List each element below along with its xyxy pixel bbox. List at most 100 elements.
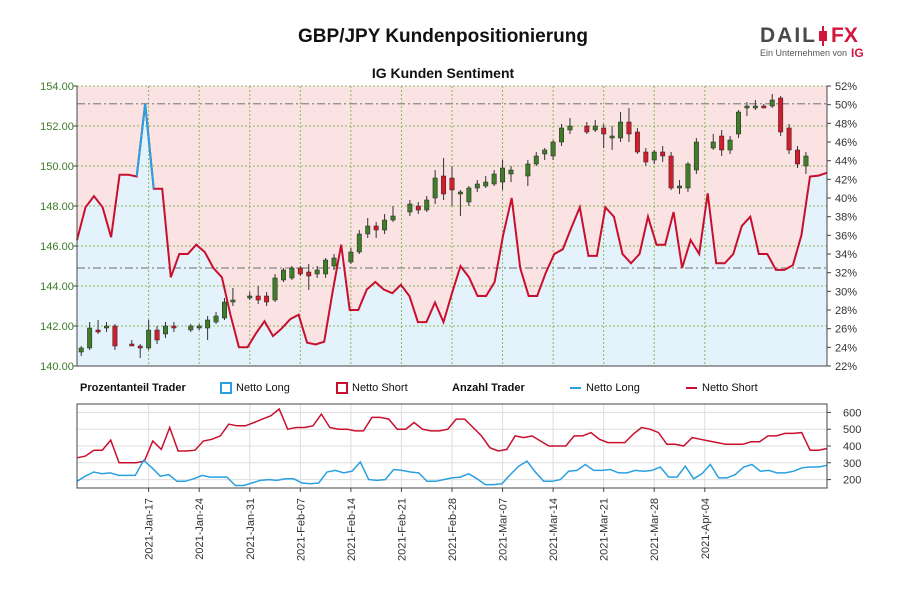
- candle-body: [331, 257, 337, 267]
- logo-candle-icon: [819, 26, 827, 46]
- candle-down: [449, 166, 455, 206]
- date-tick-label: 2021-Mar-07: [498, 498, 510, 561]
- candle-body: [87, 327, 93, 349]
- candle-body: [137, 345, 143, 349]
- candle-body: [78, 347, 84, 353]
- candle-body: [795, 149, 800, 165]
- date-tick-label: 2021-Feb-21: [396, 498, 408, 561]
- chart-subtitle: IG Kunden Sentiment: [372, 65, 515, 81]
- candle-up: [348, 248, 354, 264]
- sentiment-line-long: [135, 103, 155, 189]
- candle-body: [112, 325, 118, 347]
- candle-up: [710, 134, 716, 150]
- candle-up: [331, 254, 337, 270]
- date-tick-label: 2021-Mar-14: [548, 498, 560, 561]
- logo-text-fx: FX: [831, 24, 858, 47]
- candle-body: [95, 329, 101, 333]
- candle-body: [171, 325, 177, 329]
- pct-tick-label: 48%: [835, 118, 857, 130]
- candle-body: [533, 155, 539, 165]
- candle-body: [542, 149, 548, 155]
- candle-up: [474, 180, 480, 192]
- candle-up: [146, 320, 152, 350]
- candle-up: [618, 112, 623, 142]
- candle-body: [500, 167, 506, 183]
- candle-down: [441, 158, 447, 200]
- candle-body: [685, 163, 691, 189]
- candle-down: [778, 96, 784, 136]
- candle-down: [601, 124, 607, 148]
- candle-up: [365, 218, 371, 238]
- candle-body: [550, 141, 556, 157]
- candle-up: [592, 120, 598, 132]
- candle-down: [719, 130, 725, 156]
- candle-up: [205, 316, 211, 340]
- candle-body: [230, 299, 236, 303]
- candle-up: [424, 196, 430, 212]
- candle-body: [474, 183, 480, 189]
- candle-up: [230, 288, 236, 306]
- candle-body: [744, 105, 750, 109]
- count-tick-label: 400: [843, 441, 861, 453]
- candle-body: [719, 135, 725, 151]
- candle-up: [736, 110, 741, 138]
- candle-up: [104, 322, 109, 332]
- date-tick-label: 2021-Mar-21: [599, 498, 611, 561]
- legend-short-swatch: [336, 382, 348, 394]
- count-line-short: [76, 407, 828, 464]
- date-tick-label: 2021-Jan-24: [194, 498, 206, 560]
- count-tick-label: 500: [843, 424, 861, 436]
- count-tick-label: 300: [843, 458, 861, 470]
- candle-body: [660, 151, 666, 157]
- candle-body: [382, 219, 388, 231]
- candle-body: [154, 329, 160, 341]
- price-tick-label: 152.00: [40, 121, 74, 133]
- candle-up: [323, 258, 329, 278]
- candle-up: [559, 124, 565, 146]
- candle-body: [601, 127, 607, 135]
- candle-up: [78, 346, 84, 356]
- price-tick-label: 154.00: [40, 81, 74, 93]
- pct-tick-label: 44%: [835, 156, 857, 168]
- candle-body: [222, 301, 227, 319]
- candle-body: [491, 173, 497, 185]
- candle-body: [626, 121, 632, 135]
- candle-body: [466, 187, 472, 203]
- candle-up: [382, 214, 388, 234]
- candle-body: [693, 141, 699, 171]
- sentiment-line-short: [76, 103, 828, 349]
- candle-body: [264, 295, 270, 303]
- pct-tick-label: 42%: [835, 174, 857, 186]
- candle-up: [163, 322, 168, 338]
- date-tick-label: 2021-Jan-17: [144, 498, 156, 560]
- candle-up: [744, 102, 750, 116]
- legend: Prozentanteil Trader Netto Long Netto Sh…: [80, 382, 758, 394]
- candle-down: [129, 340, 135, 347]
- pct-tick-label: 52%: [835, 81, 857, 93]
- legend-short-label-2: Netto Short: [702, 382, 758, 394]
- candle-body: [736, 111, 741, 135]
- candle-body: [348, 251, 354, 263]
- candle-body: [163, 325, 168, 335]
- count-tick-label: 200: [843, 475, 861, 487]
- candle-body: [778, 97, 784, 133]
- candle-up: [281, 268, 286, 282]
- candle-body: [592, 125, 598, 131]
- candle-body: [104, 325, 109, 329]
- date-tick-label: 2021-Mar-28: [649, 498, 661, 561]
- candle-up: [609, 126, 615, 150]
- candle-up: [727, 136, 733, 154]
- chart-title: GBP/JPY Kundenpositionierung: [298, 26, 588, 47]
- pct-tick-label: 26%: [835, 324, 857, 336]
- candle-up: [769, 94, 775, 108]
- candle-down: [668, 152, 674, 190]
- candle-down: [264, 292, 270, 306]
- date-tick-label: 2021-Feb-14: [346, 498, 358, 561]
- candle-up: [651, 150, 657, 164]
- candle-body: [441, 175, 447, 195]
- candle-body: [390, 215, 396, 221]
- price-tick-label: 140.00: [40, 361, 74, 373]
- candle-body: [761, 105, 767, 109]
- price-tick-label: 146.00: [40, 241, 74, 253]
- candle-down: [795, 146, 800, 168]
